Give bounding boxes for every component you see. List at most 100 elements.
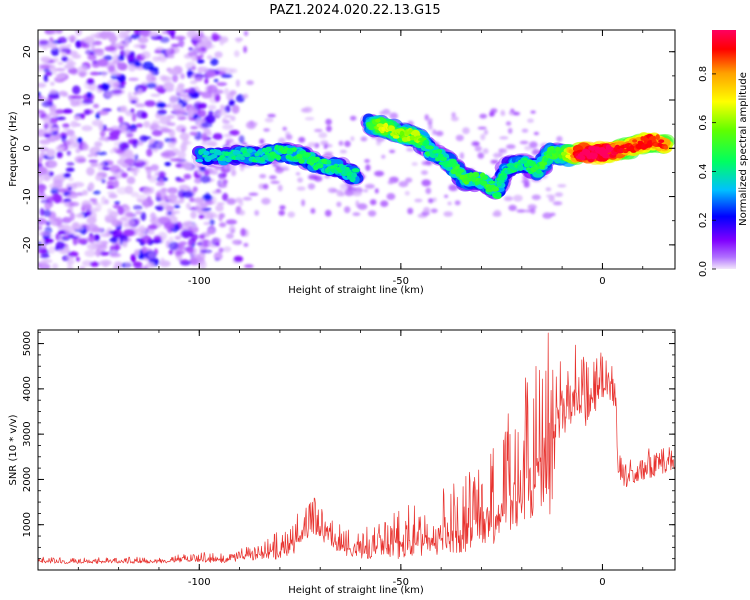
noise-blob — [176, 113, 185, 118]
noise-blob — [521, 128, 529, 133]
noise-blob — [98, 122, 104, 131]
noise-blob — [75, 256, 80, 262]
noise-blob — [108, 65, 116, 73]
noise-blob — [318, 132, 328, 139]
noise-blob — [146, 173, 152, 180]
colorbar-tick-label: 0.2 — [698, 212, 709, 228]
noise-blob — [135, 162, 144, 166]
noise-blob — [516, 209, 526, 213]
noise-blob — [181, 191, 194, 198]
y-tick-label: 1000 — [22, 512, 33, 537]
noise-blob — [130, 108, 135, 113]
noise-blob — [220, 73, 233, 78]
noise-blob — [167, 211, 172, 215]
noise-blob — [97, 164, 103, 171]
noise-blob — [156, 102, 166, 108]
noise-blob — [130, 33, 141, 40]
noise-blob — [158, 216, 170, 224]
ridge-blob — [203, 150, 210, 156]
noise-blob — [138, 231, 145, 238]
y-tick-label: 0 — [22, 145, 33, 151]
noise-blob — [231, 169, 237, 177]
noise-blob — [224, 105, 231, 113]
noise-blob — [89, 198, 98, 202]
noise-blob — [64, 225, 74, 234]
y-tick-label: 20 — [22, 45, 33, 58]
noise-blob — [108, 176, 117, 180]
noise-blob — [157, 109, 167, 116]
noise-blob — [246, 80, 254, 86]
noise-blob — [432, 129, 437, 136]
noise-blob — [238, 135, 245, 144]
noise-blob — [124, 158, 135, 165]
noise-blob — [109, 164, 121, 174]
noise-blob — [140, 30, 152, 37]
noise-blob — [72, 181, 85, 188]
noise-blob — [135, 103, 146, 108]
noise-blob — [203, 169, 210, 176]
x-tick-label: 0 — [599, 577, 605, 588]
noise-blob — [134, 154, 139, 161]
noise-blob — [39, 64, 50, 70]
noise-blob — [206, 211, 216, 215]
noise-blob — [87, 154, 94, 158]
noise-blob — [66, 260, 73, 266]
noise-blob — [307, 183, 316, 190]
noise-blob — [76, 137, 83, 144]
noise-blob — [68, 235, 79, 239]
noise-blob — [499, 148, 508, 154]
noise-blob — [177, 150, 186, 160]
noise-blob — [63, 64, 75, 70]
ridge-blob — [466, 177, 472, 183]
heatmap-cells — [38, 30, 675, 269]
ridge-blob — [517, 165, 524, 171]
ridge-blob — [565, 154, 571, 159]
noise-blob — [364, 183, 375, 189]
noise-blob — [64, 256, 74, 260]
noise-blob — [78, 71, 86, 78]
noise-blob — [143, 120, 151, 128]
noise-blob — [110, 89, 122, 95]
noise-blob — [242, 196, 252, 201]
ridge-blob — [522, 157, 528, 161]
noise-blob — [533, 131, 540, 136]
noise-blob — [222, 179, 228, 185]
noise-blob — [206, 228, 215, 235]
noise-blob — [41, 100, 54, 108]
noise-blob — [39, 207, 45, 217]
noise-blob — [130, 253, 137, 263]
noise-blob — [140, 235, 152, 244]
noise-blob — [114, 243, 120, 251]
y-tick-label: -20 — [22, 237, 33, 253]
noise-blob — [116, 72, 121, 77]
noise-blob — [151, 129, 163, 137]
snr-ticks: -100 -50 0 1000 2000 3000 4000 5000 — [22, 330, 675, 588]
noise-blob — [186, 246, 194, 254]
noise-blob — [386, 193, 396, 200]
ridge-blob — [481, 175, 488, 181]
noise-blob — [421, 161, 429, 166]
noise-blob — [75, 148, 81, 154]
noise-blob — [82, 143, 89, 151]
noise-blob — [235, 79, 240, 87]
noise-blob — [448, 184, 459, 192]
ridge-blob — [429, 154, 438, 158]
noise-blob — [243, 45, 248, 54]
y-tick-label: 3000 — [22, 421, 33, 446]
noise-blob — [95, 151, 108, 156]
noise-blob — [159, 177, 164, 183]
noise-blob — [161, 30, 168, 35]
ridge-blob — [561, 151, 567, 156]
noise-blob — [42, 129, 54, 134]
noise-blob — [55, 241, 65, 250]
ridge-blob — [440, 156, 447, 162]
noise-blob — [527, 204, 537, 210]
noise-blob — [94, 251, 102, 255]
noise-blob — [61, 56, 69, 62]
noise-blob — [230, 115, 236, 122]
noise-blob — [39, 186, 45, 195]
noise-blob — [171, 73, 179, 83]
noise-blob — [95, 202, 102, 212]
noise-blob — [140, 211, 147, 221]
noise-blob — [513, 194, 523, 202]
